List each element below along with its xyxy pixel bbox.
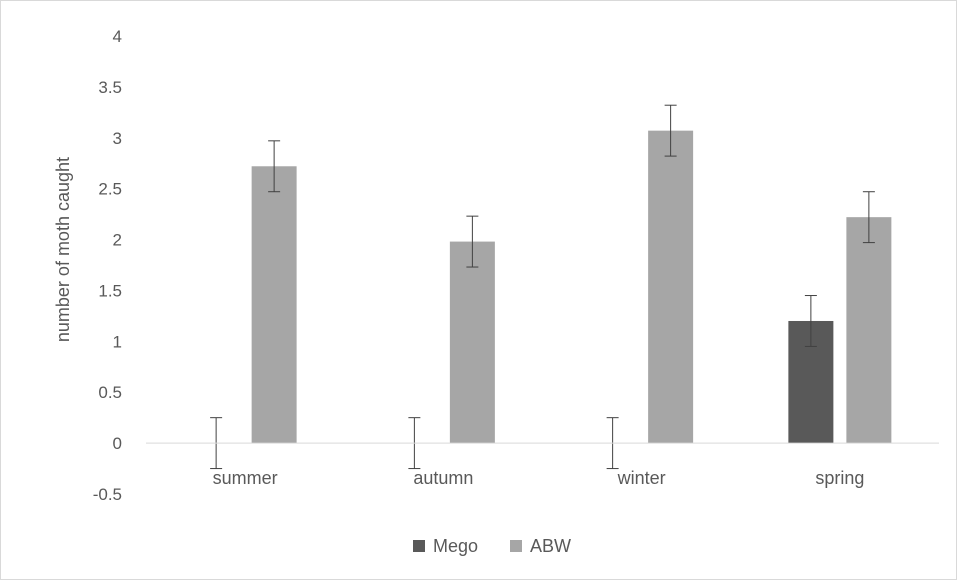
category-label: winter [617,468,666,488]
bar-abw-summer [251,166,297,444]
y-tick-label: 3.5 [98,78,122,97]
bar-abw-winter [648,130,694,444]
y-tick-label: 1.5 [98,281,122,300]
category-label: spring [815,468,864,488]
y-tick-label: 2 [113,231,122,250]
y-tick-label: 0 [113,434,122,453]
legend-label-mego: Mego [433,536,478,556]
y-tick-label: 3 [113,129,122,148]
legend-swatch-abw [510,540,522,552]
bar-abw-autumn [449,241,495,444]
y-tick-label: 4 [113,27,122,46]
y-tick-label: 1 [113,332,122,351]
category-label: autumn [413,468,473,488]
category-label: summer [213,468,278,488]
bar-abw-spring [846,217,892,444]
y-axis-title: number of moth caught [53,157,73,342]
y-tick-label: 0.5 [98,383,122,402]
y-tick-label: -0.5 [93,485,122,504]
legend-swatch-mego [413,540,425,552]
y-tick-label: 2.5 [98,180,122,199]
legend-label-abw: ABW [530,536,571,556]
